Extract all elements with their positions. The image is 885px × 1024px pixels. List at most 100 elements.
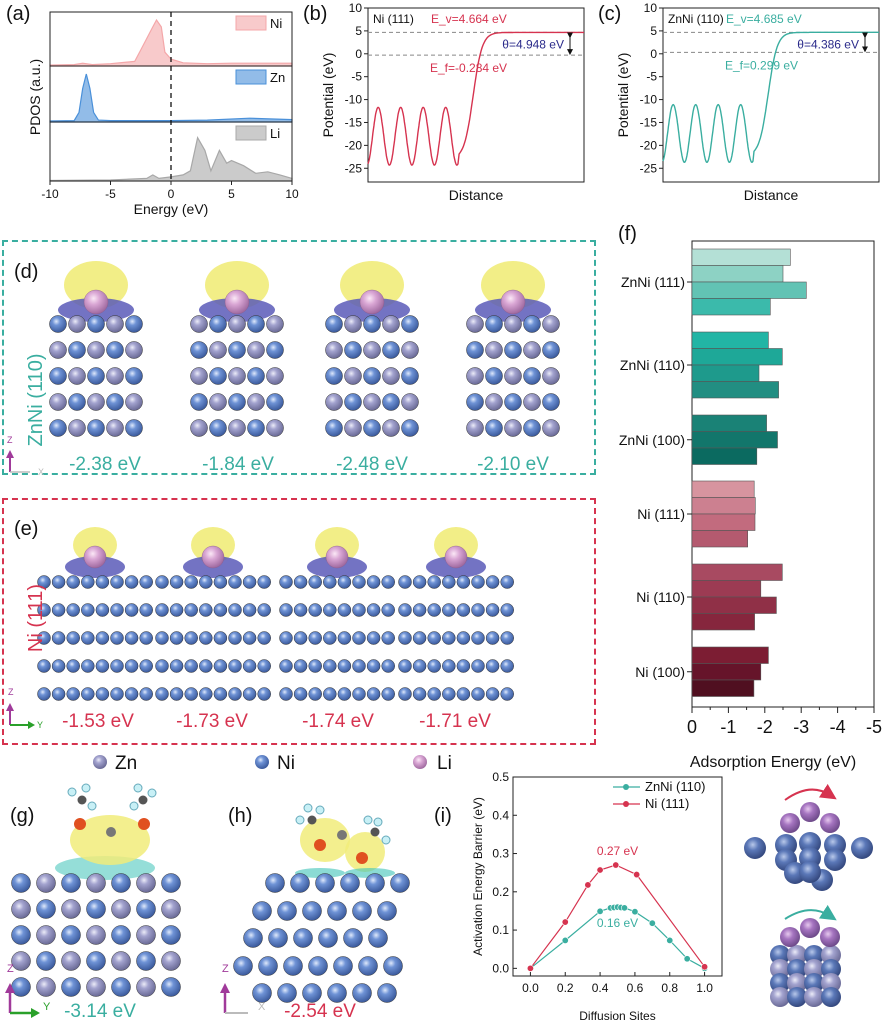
hydrogen-atom — [87, 801, 97, 811]
panel-d-energy-4: -2.10 eV — [477, 454, 549, 475]
panel-e-label: (e) — [14, 518, 38, 540]
x-tick-label: -2 — [757, 717, 773, 737]
ni-atom — [412, 603, 427, 617]
data-point — [633, 871, 641, 879]
charge-accumulation-lobe — [70, 815, 150, 865]
ni-atom — [95, 631, 110, 645]
ni-atom — [485, 603, 500, 617]
ni-atom — [125, 367, 143, 385]
ni-atom — [344, 341, 362, 359]
y-tick-label: -5 — [646, 70, 657, 84]
pdos-area-li — [49, 136, 293, 182]
legend-swatch-zn — [235, 69, 267, 85]
li-atom — [780, 813, 800, 833]
ni-atom — [106, 341, 124, 359]
y-tick-label: 0.5 — [492, 770, 509, 784]
hydrogen-atom — [81, 783, 91, 793]
zn-atom — [125, 341, 143, 359]
ni-atom — [352, 575, 366, 589]
y-tick-label: -25 — [345, 161, 363, 175]
li-atom — [83, 545, 107, 569]
zn-atom — [86, 873, 106, 893]
ni-atom — [139, 603, 153, 617]
data-point — [526, 964, 534, 972]
bar — [691, 331, 769, 349]
chart-c-potential: -25 -20 -15 -10 -5 0 5 10 ZnNi (110) E_v=4.685 eV… — [615, 1, 880, 203]
structure-h — [233, 803, 410, 1003]
ni-atom — [500, 603, 514, 617]
zn-atom — [266, 419, 284, 437]
ni-atom — [169, 603, 184, 617]
y-tick-label: -15 — [345, 115, 363, 129]
svg-text:Z: Z — [7, 963, 14, 975]
bar — [691, 298, 771, 316]
x-tick-label: 0.0 — [522, 981, 539, 995]
category-label: ZnNi (111) — [621, 274, 685, 290]
ni-atom — [824, 849, 846, 871]
ni-atom — [366, 603, 381, 617]
diffusion-arrow-ni — [784, 783, 837, 801]
ni-atom — [293, 575, 308, 589]
pdos-area-ni — [49, 18, 293, 67]
work-function-annotation: θ=4.948 eV — [502, 37, 564, 51]
bar — [691, 613, 755, 631]
ni-atom — [352, 687, 366, 701]
zn-atom — [36, 873, 56, 893]
ni-atom — [381, 687, 395, 701]
ni-atom — [442, 603, 456, 617]
ni-atom — [136, 899, 156, 919]
ni-atom — [366, 631, 381, 645]
zn-atom — [11, 899, 31, 919]
ni-atom — [36, 951, 56, 971]
ni-atom — [277, 901, 297, 921]
ni-atom — [61, 873, 81, 893]
y-tick-label: 0.4 — [492, 808, 509, 822]
ni-atom — [110, 575, 124, 589]
ni-atom — [427, 575, 441, 589]
ni-atom — [161, 873, 181, 893]
ni-atom — [228, 603, 242, 617]
ni-atom — [500, 575, 514, 589]
li-atom — [444, 545, 468, 569]
ni-atom — [343, 928, 363, 948]
y-tick-label: -10 — [345, 93, 363, 107]
ni-atom — [456, 603, 471, 617]
bar — [691, 497, 756, 515]
zn-atom — [466, 315, 484, 333]
ni-atom — [504, 393, 522, 411]
ni-atom — [184, 603, 198, 617]
ni-atom — [110, 659, 124, 673]
bar — [691, 596, 777, 614]
ni-atom — [242, 687, 257, 701]
hydrogen-atom — [67, 787, 77, 797]
ni-atom — [442, 631, 456, 645]
ni-atom — [209, 367, 227, 385]
carbon-atom — [307, 815, 317, 825]
ni-atom — [398, 603, 412, 617]
ni-atom — [242, 659, 257, 673]
ni-atom — [81, 603, 95, 617]
ni-atom — [352, 901, 372, 921]
ni-atom — [412, 687, 427, 701]
panel-e-energy-4: -1.71 eV — [419, 711, 491, 732]
ni-atom — [363, 315, 381, 333]
ni-atom — [293, 603, 308, 617]
ni-atom — [184, 575, 198, 589]
bar — [691, 364, 760, 382]
ni-atom — [302, 901, 322, 921]
category-label: ZnNi (110) — [620, 357, 685, 373]
ni-atom — [744, 837, 766, 859]
ni-atom — [523, 419, 541, 437]
ni-atom — [199, 575, 213, 589]
ni-atom — [37, 575, 51, 589]
carbon-atom — [77, 795, 87, 805]
ni-atom — [383, 956, 403, 976]
plot-frame — [662, 7, 880, 183]
work-function-annotation: θ=4.386 eV — [797, 37, 859, 51]
ni-atom — [95, 603, 110, 617]
ni-atom — [456, 575, 471, 589]
hydrogen-atom — [129, 801, 139, 811]
x-tick-label: 5 — [228, 187, 235, 201]
x-tick-label: 0.8 — [661, 981, 678, 995]
plot-frame — [512, 776, 723, 977]
